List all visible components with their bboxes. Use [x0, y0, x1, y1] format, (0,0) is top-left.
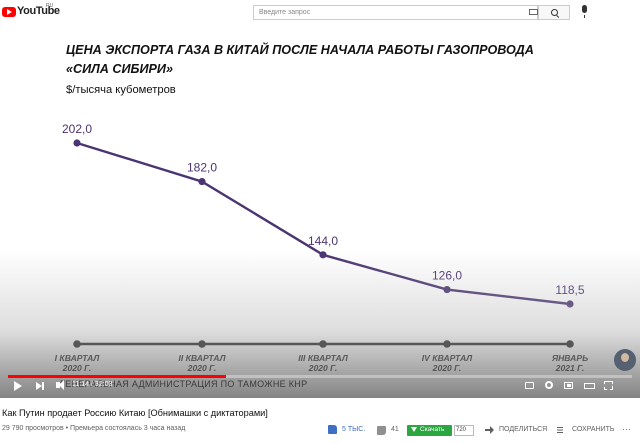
next-icon[interactable]: [36, 382, 44, 390]
theater-mode-icon[interactable]: [584, 383, 595, 389]
download-button[interactable]: Скачать: [407, 425, 452, 436]
dislike-thumb-icon[interactable]: [377, 426, 386, 435]
region-label: RU: [46, 3, 54, 9]
video-title: Как Путин продает Россию Китаю [Обнимашк…: [2, 408, 268, 418]
chart-title: ЦЕНА ЭКСПОРТА ГАЗА В КИТАЙ ПОСЛЕ НАЧАЛА …: [66, 43, 534, 76]
like-count[interactable]: 5 ТЫС.: [342, 426, 366, 433]
data-label: 144,0: [308, 234, 338, 248]
view-count-info: 29 790 просмотров • Премьера состоялась …: [2, 425, 186, 432]
search-icon: [551, 9, 558, 16]
quality-select[interactable]: 720: [454, 425, 474, 436]
save-button[interactable]: СОХРАНИТЬ: [572, 426, 615, 433]
time-current: 11:14: [72, 381, 89, 388]
settings-gear-icon[interactable]: [545, 381, 553, 389]
search-button[interactable]: [538, 5, 570, 20]
chart-unit-label: $/тысяча кубометров: [66, 84, 176, 96]
save-playlist-icon[interactable]: [557, 427, 566, 434]
like-thumb-icon[interactable]: [328, 425, 337, 434]
progress-bar-fill: [8, 375, 227, 378]
data-point: [73, 139, 81, 147]
data-label: 202,0: [62, 122, 92, 136]
search-box: [253, 5, 538, 20]
channel-watermark-avatar[interactable]: [614, 349, 636, 371]
search-input[interactable]: [254, 6, 516, 19]
mic-icon[interactable]: [582, 5, 587, 18]
masthead: YouTube RU: [0, 0, 640, 28]
subtitles-icon[interactable]: [525, 382, 534, 389]
download-label: Скачать: [420, 426, 445, 433]
video-player[interactable]: ЦЕНА ЭКСПОРТА ГАЗА В КИТАЙ ПОСЛЕ НАЧАЛА …: [0, 28, 640, 398]
share-arrow-icon[interactable]: [485, 426, 494, 434]
progress-bar[interactable]: [8, 375, 632, 378]
time-total: 32:03: [94, 381, 113, 388]
data-label: 182,0: [187, 161, 217, 175]
dislike-count[interactable]: 41: [391, 426, 399, 433]
download-arrow-icon: [411, 427, 417, 432]
youtube-logo-icon[interactable]: [2, 7, 16, 17]
data-point: [198, 177, 206, 186]
keyboard-icon[interactable]: [529, 9, 538, 15]
quality-value: 720: [456, 427, 467, 433]
miniplayer-icon[interactable]: [564, 382, 573, 389]
player-gradient-overlay: [0, 250, 640, 398]
source-caption: ГЕНЕРАЛЬНАЯ АДМИНИСТРАЦИЯ ПО ТАМОЖНЕ КНР: [60, 379, 308, 389]
youtube-wordmark[interactable]: YouTube: [17, 5, 60, 17]
volume-icon[interactable]: [56, 380, 64, 390]
more-options-icon[interactable]: ···: [622, 424, 631, 434]
share-button[interactable]: ПОДЕЛИТЬСЯ: [499, 426, 548, 433]
time-display: 11:14 / 32:03: [72, 381, 113, 388]
play-icon[interactable]: [14, 381, 22, 391]
